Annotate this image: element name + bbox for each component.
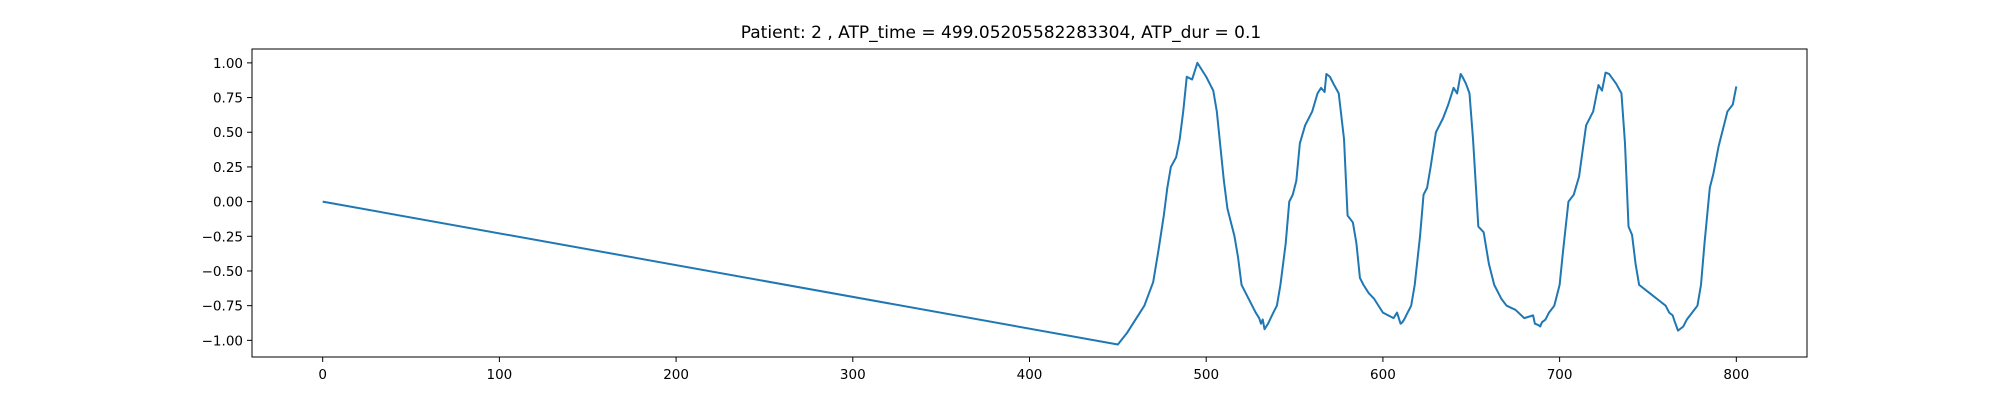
x-tick-label: 400 bbox=[1017, 367, 1043, 383]
x-axis: 0 100 200 300 400 500 600 700 800 bbox=[318, 357, 1749, 383]
plot-area-frame bbox=[251, 48, 1808, 358]
y-tick-label: −0.75 bbox=[202, 299, 243, 315]
y-tick-label: 0.75 bbox=[213, 91, 243, 107]
y-axis: 1.00 0.75 0.50 0.25 0.00 −0.25 −0.50 −0.75 −1.00 bbox=[202, 56, 252, 349]
y-tick-label: 0.00 bbox=[213, 195, 243, 211]
series-layer bbox=[322, 61, 1738, 346]
y-tick-label: 1.00 bbox=[213, 56, 243, 72]
y-tick-label: −0.50 bbox=[202, 264, 243, 280]
y-tick-label: −0.25 bbox=[202, 229, 243, 245]
x-tick-label: 0 bbox=[318, 367, 327, 383]
x-tick-label: 700 bbox=[1547, 367, 1573, 383]
x-tick-label: 200 bbox=[663, 367, 689, 383]
chart-title: Patient: 2 , ATP_time = 499.052055822833… bbox=[741, 23, 1261, 43]
x-tick-label: 300 bbox=[840, 367, 866, 383]
x-tick-label: 600 bbox=[1370, 367, 1396, 383]
y-tick-label: 0.50 bbox=[213, 125, 243, 141]
x-tick-label: 800 bbox=[1723, 367, 1749, 383]
series-line-0 bbox=[322, 61, 1738, 346]
y-tick-label: −1.00 bbox=[202, 333, 243, 349]
x-tick-label: 500 bbox=[1193, 367, 1219, 383]
x-tick-label: 100 bbox=[486, 367, 512, 383]
y-tick-label: 0.25 bbox=[213, 160, 243, 176]
